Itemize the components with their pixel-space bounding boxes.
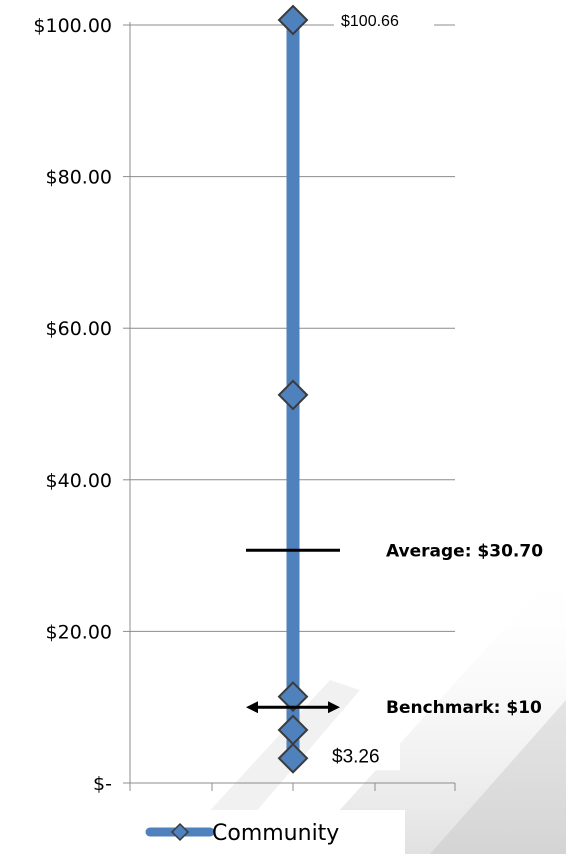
y-tick-label: $40.00 [46, 470, 112, 492]
data-label-background [322, 736, 400, 771]
data-point-diamond [277, 714, 309, 746]
data-point-diamond [277, 4, 309, 36]
y-tick-label: $- [93, 773, 112, 795]
legend: Community [140, 810, 405, 854]
axes: $100.00 $80.00 $60.00 $40.00 $20.00 $- [33, 15, 456, 795]
data-label-min: $3.26 [332, 746, 380, 767]
y-tick-label: $80.00 [46, 167, 112, 189]
y-tick-label: $100.00 [33, 15, 112, 37]
annotations: Benchmark: $10 Average: $30.70 [246, 541, 543, 718]
legend-label-community: Community [212, 821, 339, 846]
benchmark-label: Benchmark: $10 [386, 698, 542, 718]
y-tick-label: $20.00 [46, 621, 112, 643]
y-tick-label: $60.00 [46, 318, 112, 340]
legend-diamond-icon [170, 822, 190, 842]
data-label-max: $100.66 [341, 13, 399, 30]
data-label-background [334, 5, 434, 34]
average-label: Average: $30.70 [386, 541, 543, 561]
data-point-diamond [277, 742, 309, 774]
data-point-diamond [277, 379, 309, 411]
data-labels: $100.66 $3.26 [322, 5, 434, 771]
series-community [277, 4, 309, 774]
